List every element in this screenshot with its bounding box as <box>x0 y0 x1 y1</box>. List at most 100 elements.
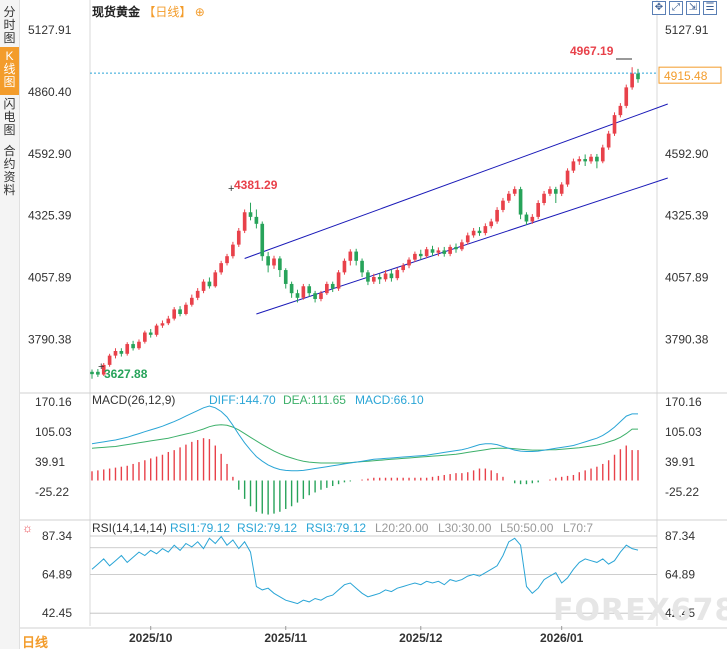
candle-body <box>319 293 323 299</box>
candle-body <box>283 270 288 284</box>
price-y-tick-label-right: 3790.38 <box>665 332 709 346</box>
macd-y-tick-label-right: 39.91 <box>665 455 695 469</box>
candle-body <box>507 193 511 201</box>
sidebar-tab-intraday[interactable]: 分时图 <box>3 5 16 45</box>
macd-y-tick-label: 39.91 <box>35 455 65 469</box>
candle-body <box>201 281 206 291</box>
macd-diff-line <box>91 405 638 472</box>
candle-body <box>407 259 411 266</box>
period-indicator[interactable]: 【日线】 <box>143 5 192 19</box>
x-tick-label: 2025/12 <box>399 631 443 645</box>
candle-body <box>618 105 623 116</box>
candle-body <box>454 246 458 250</box>
current-price-label: 4915.48 <box>664 69 708 83</box>
macd-y-tick-label-right: 170.16 <box>665 395 702 409</box>
period-selector[interactable]: 日线 <box>22 635 49 650</box>
candle-body <box>489 221 494 227</box>
macd-diff-readout: DIFF:144.70 <box>209 393 276 407</box>
sidebar-tab-contract[interactable]: 合约资料 <box>3 144 16 197</box>
price-y-tick-label-right: 4057.89 <box>665 270 709 284</box>
candle-body <box>366 272 370 282</box>
macd-title: MACD(26,12,9) <box>92 393 175 407</box>
candle-body <box>278 258 282 271</box>
sidebar-tab-flash[interactable]: 闪电图 <box>3 97 16 137</box>
candle-body <box>542 193 546 203</box>
macd-value-readout: MACD:66.10 <box>355 393 424 407</box>
candle-body <box>371 277 376 282</box>
macd-y-tick-label: 170.16 <box>35 395 72 409</box>
candle-body <box>313 293 317 299</box>
candle-body <box>589 156 593 162</box>
candle-body <box>295 293 300 298</box>
zoom-in-icon[interactable]: ⊕ <box>194 5 205 19</box>
macd-y-tick-label: -25.22 <box>35 485 69 499</box>
rsi-y-tick-label-right: 42.45 <box>665 606 695 620</box>
candle-body <box>137 341 141 349</box>
chart-canvas: 5127.91 4860.40 4592.90 4325.39 4057.89 3790.… <box>20 0 727 645</box>
rsi-l30-readout: L30:30.00 <box>438 521 492 535</box>
candle-body <box>548 189 552 194</box>
price-y-tick-label-right: 4592.90 <box>665 147 709 161</box>
candle-body <box>518 189 523 215</box>
candle-body <box>96 371 100 375</box>
candle-body <box>442 250 447 254</box>
candle-body <box>418 253 423 257</box>
candle-body <box>260 223 265 257</box>
candle-body <box>600 147 605 162</box>
candle-body <box>465 235 470 243</box>
candle-body <box>583 159 587 162</box>
candle-body <box>272 258 276 266</box>
candle-body <box>401 265 405 271</box>
candle-body <box>612 115 617 134</box>
candle-body <box>448 246 452 254</box>
menu-icon[interactable]: ☰ <box>703 1 717 15</box>
candle-body <box>189 297 194 305</box>
candle-body <box>231 244 235 257</box>
macd-y-tick-label-right: -25.22 <box>665 485 699 499</box>
candle-body <box>119 351 124 354</box>
rsi-y-tick-label-right: 64.89 <box>665 568 695 582</box>
candle-body <box>289 283 294 294</box>
candle-body <box>436 250 441 253</box>
candle-body <box>348 251 353 261</box>
candle-body <box>495 209 499 222</box>
rsi-y-tick-label: 42.45 <box>42 606 72 620</box>
rsi-title: RSI(14,14,14) <box>92 521 167 535</box>
export-icon[interactable]: ⇲ <box>686 1 700 15</box>
candle-body <box>354 251 359 261</box>
price-y-tick-label: 3790.38 <box>28 332 72 346</box>
candle-body <box>143 332 147 342</box>
x-tick-label: 2025/10 <box>129 631 173 645</box>
candle-body <box>565 170 570 185</box>
candle-body <box>325 283 329 294</box>
candle-body <box>207 281 212 287</box>
candle-body <box>242 212 247 231</box>
candle-body <box>377 277 382 280</box>
peak-label: 4967.19 <box>570 44 614 58</box>
price-y-tick-label: 4860.40 <box>28 85 72 99</box>
candle-body <box>178 309 182 314</box>
fit-icon[interactable]: ⤢ <box>669 1 683 15</box>
candle-body <box>172 309 177 319</box>
candle-body <box>225 256 229 264</box>
rsi-y-tick-label-right: 87.34 <box>665 529 695 543</box>
candle-body <box>90 371 94 375</box>
candle-body <box>395 270 400 279</box>
candle-body <box>536 203 541 217</box>
candle-body <box>113 351 118 356</box>
rsi-line <box>91 535 639 605</box>
candle-body <box>184 304 188 314</box>
price-y-tick-label: 5127.91 <box>28 23 72 37</box>
current-price-tag <box>658 66 722 84</box>
candle-body <box>336 272 341 289</box>
candle-body <box>471 230 476 236</box>
candle-body <box>430 249 435 253</box>
candle-body <box>636 73 640 80</box>
rsi3-readout: RSI3:79.12 <box>306 521 366 535</box>
move-icon[interactable]: ✥ <box>652 1 666 15</box>
candle-body <box>553 189 558 194</box>
rsi-settings-icon: ☼ <box>22 521 33 535</box>
price-y-tick-label: 4592.90 <box>28 147 72 161</box>
x-tick-label: 2026/01 <box>540 631 584 645</box>
